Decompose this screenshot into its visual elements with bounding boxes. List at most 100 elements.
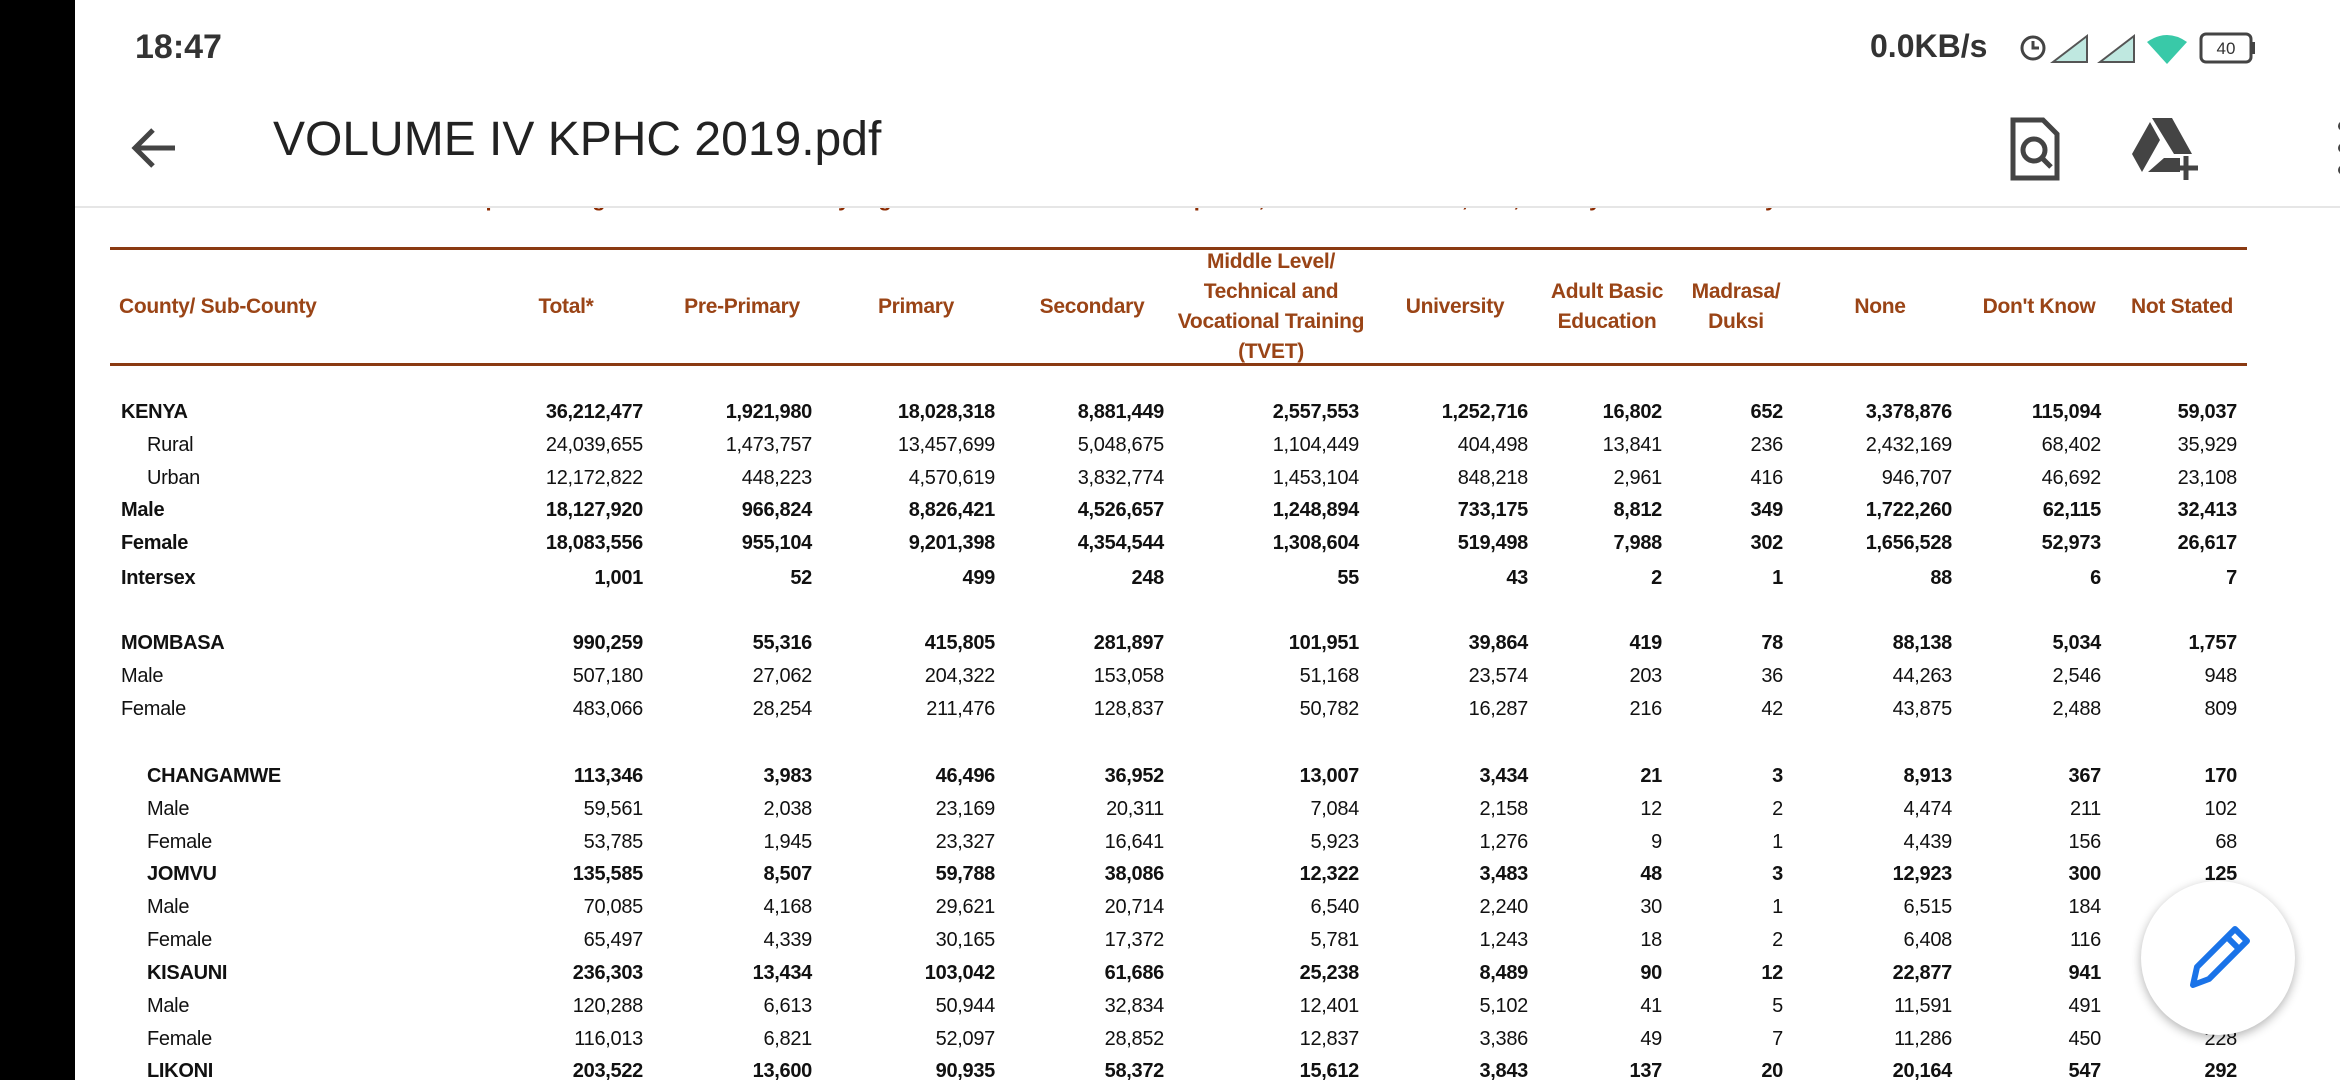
table-cell: 42 (1761, 697, 1783, 720)
table-cell: 18 (1640, 929, 1662, 952)
table-cell: 4,526,657 (1077, 499, 1165, 522)
table-cell: 236 (1750, 433, 1784, 456)
table-cell: 302 (1750, 532, 1784, 555)
table-cell: 3,483 (1479, 863, 1528, 886)
table-cell: 52 (790, 566, 812, 589)
menu-button[interactable] (2335, 118, 2340, 178)
table-cell: 32,413 (2177, 499, 2238, 522)
table-cell: 11,286 (1894, 1027, 1952, 1050)
table-cell: 48 (1640, 863, 1662, 886)
table-cell: 6,540 (1310, 896, 1359, 919)
table-cell: 1 (1772, 566, 1783, 589)
row-label: Female (147, 929, 212, 952)
table-cell: 1,722,260 (1865, 499, 1953, 522)
table-cell: 248 (1131, 566, 1165, 589)
table-cell: 90 (1640, 961, 1662, 984)
search-button[interactable] (2005, 116, 2065, 182)
row-label: JOMVU (147, 863, 217, 886)
table-cell: 349 (1750, 499, 1784, 522)
table-cell: 5,781 (1310, 929, 1359, 952)
table-cell: 809 (2204, 697, 2238, 720)
table-cell: 8,881,449 (1077, 400, 1165, 423)
row-label: Intersex (121, 566, 196, 589)
table-cell: 946,707 (1881, 466, 1953, 489)
table-cell: 1,453,104 (1272, 466, 1360, 489)
column-header: University (1405, 295, 1505, 318)
network-speed: 0.0KB/s (1870, 28, 1988, 64)
table-cell: 65,497 (583, 929, 644, 952)
table-cell: 28,254 (752, 697, 813, 720)
table-cell: 59,788 (935, 863, 996, 886)
table-cell: 2,961 (1613, 466, 1662, 489)
table-cell: 6,821 (763, 1027, 812, 1050)
table-cell: 12,401 (1299, 994, 1360, 1017)
header-bottom-rule (110, 363, 2247, 366)
row-label: Male (147, 896, 190, 919)
table-cell: 153,058 (1093, 665, 1165, 687)
table-cell: 90,935 (935, 1060, 996, 1080)
table-cell: 300 (2068, 863, 2102, 886)
table-cell: 3,983 (763, 764, 812, 787)
table-cell: 38,086 (1104, 863, 1165, 886)
pencil-icon (2190, 926, 2250, 988)
table-cell: 1,473,757 (725, 433, 813, 456)
table-cell: 4,570,619 (908, 466, 996, 489)
table-cell: 59,561 (583, 797, 644, 820)
table-cell: 4,354,544 (1077, 532, 1165, 555)
table-cell: 7 (1772, 1027, 1783, 1050)
table-cell: 13,007 (1299, 764, 1360, 787)
row-label: Male (147, 797, 190, 820)
table-cell: 15,612 (1299, 1060, 1360, 1080)
table-cell: 18,083,556 (545, 532, 643, 555)
app-bar: VOLUME IV KPHC 2019.pdf (75, 96, 2340, 208)
table-cell: 367 (2068, 764, 2102, 787)
edit-button[interactable] (2141, 881, 2295, 1035)
table-cell: 12 (1761, 961, 1783, 984)
table-cell: 78 (1761, 632, 1783, 655)
table-cell: 36,212,477 (545, 400, 643, 423)
table-cell: 28,852 (1104, 1027, 1165, 1050)
table-cell: 547 (2068, 1060, 2102, 1080)
column-header: Secondary (1039, 295, 1145, 318)
table-cell: 3 (1772, 863, 1783, 886)
back-button[interactable] (125, 118, 185, 178)
table-cell: 30,165 (935, 929, 996, 952)
pdf-page: Table 2.5: Distribution of Population Ag… (75, 0, 2340, 1080)
status-bar: 18:47 0.0KB/s 40 (75, 0, 2340, 96)
table-cell: 23,169 (935, 797, 996, 820)
table-cell: 128,837 (1093, 697, 1165, 720)
table-cell: 135,585 (572, 863, 644, 886)
table-cell: 23,327 (935, 830, 996, 853)
table-cell: 25,238 (1299, 961, 1360, 984)
table-cell: 116 (2070, 929, 2101, 952)
battery-level: 40 (2217, 39, 2236, 58)
table-cell: 52,973 (2041, 532, 2102, 555)
table-cell: 1 (1772, 896, 1783, 919)
column-header: Not Stated (2130, 295, 2233, 318)
table-cell: 483,066 (572, 697, 644, 720)
table-cell: 13,600 (752, 1060, 813, 1080)
table-cell: 156 (2068, 830, 2102, 853)
table-cell: 2 (1772, 797, 1783, 820)
table-cell: 16,802 (1602, 400, 1663, 423)
table-cell: 23,108 (2177, 466, 2238, 489)
table-cell: 49 (1640, 1027, 1662, 1050)
table-cell: 18,127,920 (545, 499, 643, 522)
table-cell: 8,489 (1479, 961, 1528, 984)
table-cell: 11,591 (1894, 994, 1952, 1017)
table-cell: 7,084 (1310, 797, 1359, 820)
drive-button[interactable] (2130, 112, 2200, 182)
column-header: Madrasa/ Duksi (1691, 280, 1781, 333)
table-cell: 6 (2090, 566, 2101, 589)
table-cell: 46,692 (2041, 466, 2102, 489)
table-cell: 12,172,822 (545, 466, 643, 489)
column-header: Total* (538, 295, 594, 318)
table-cell: 1,252,716 (1441, 400, 1529, 423)
table-cell: 1 (1772, 830, 1783, 853)
table-cell: 20 (1761, 1060, 1783, 1080)
document-title: VOLUME IV KPHC 2019.pdf (273, 113, 882, 166)
table-cell: 2,557,553 (1272, 400, 1360, 423)
table-cell: 1,243 (1479, 929, 1528, 952)
table-cell: 450 (2068, 1027, 2102, 1050)
